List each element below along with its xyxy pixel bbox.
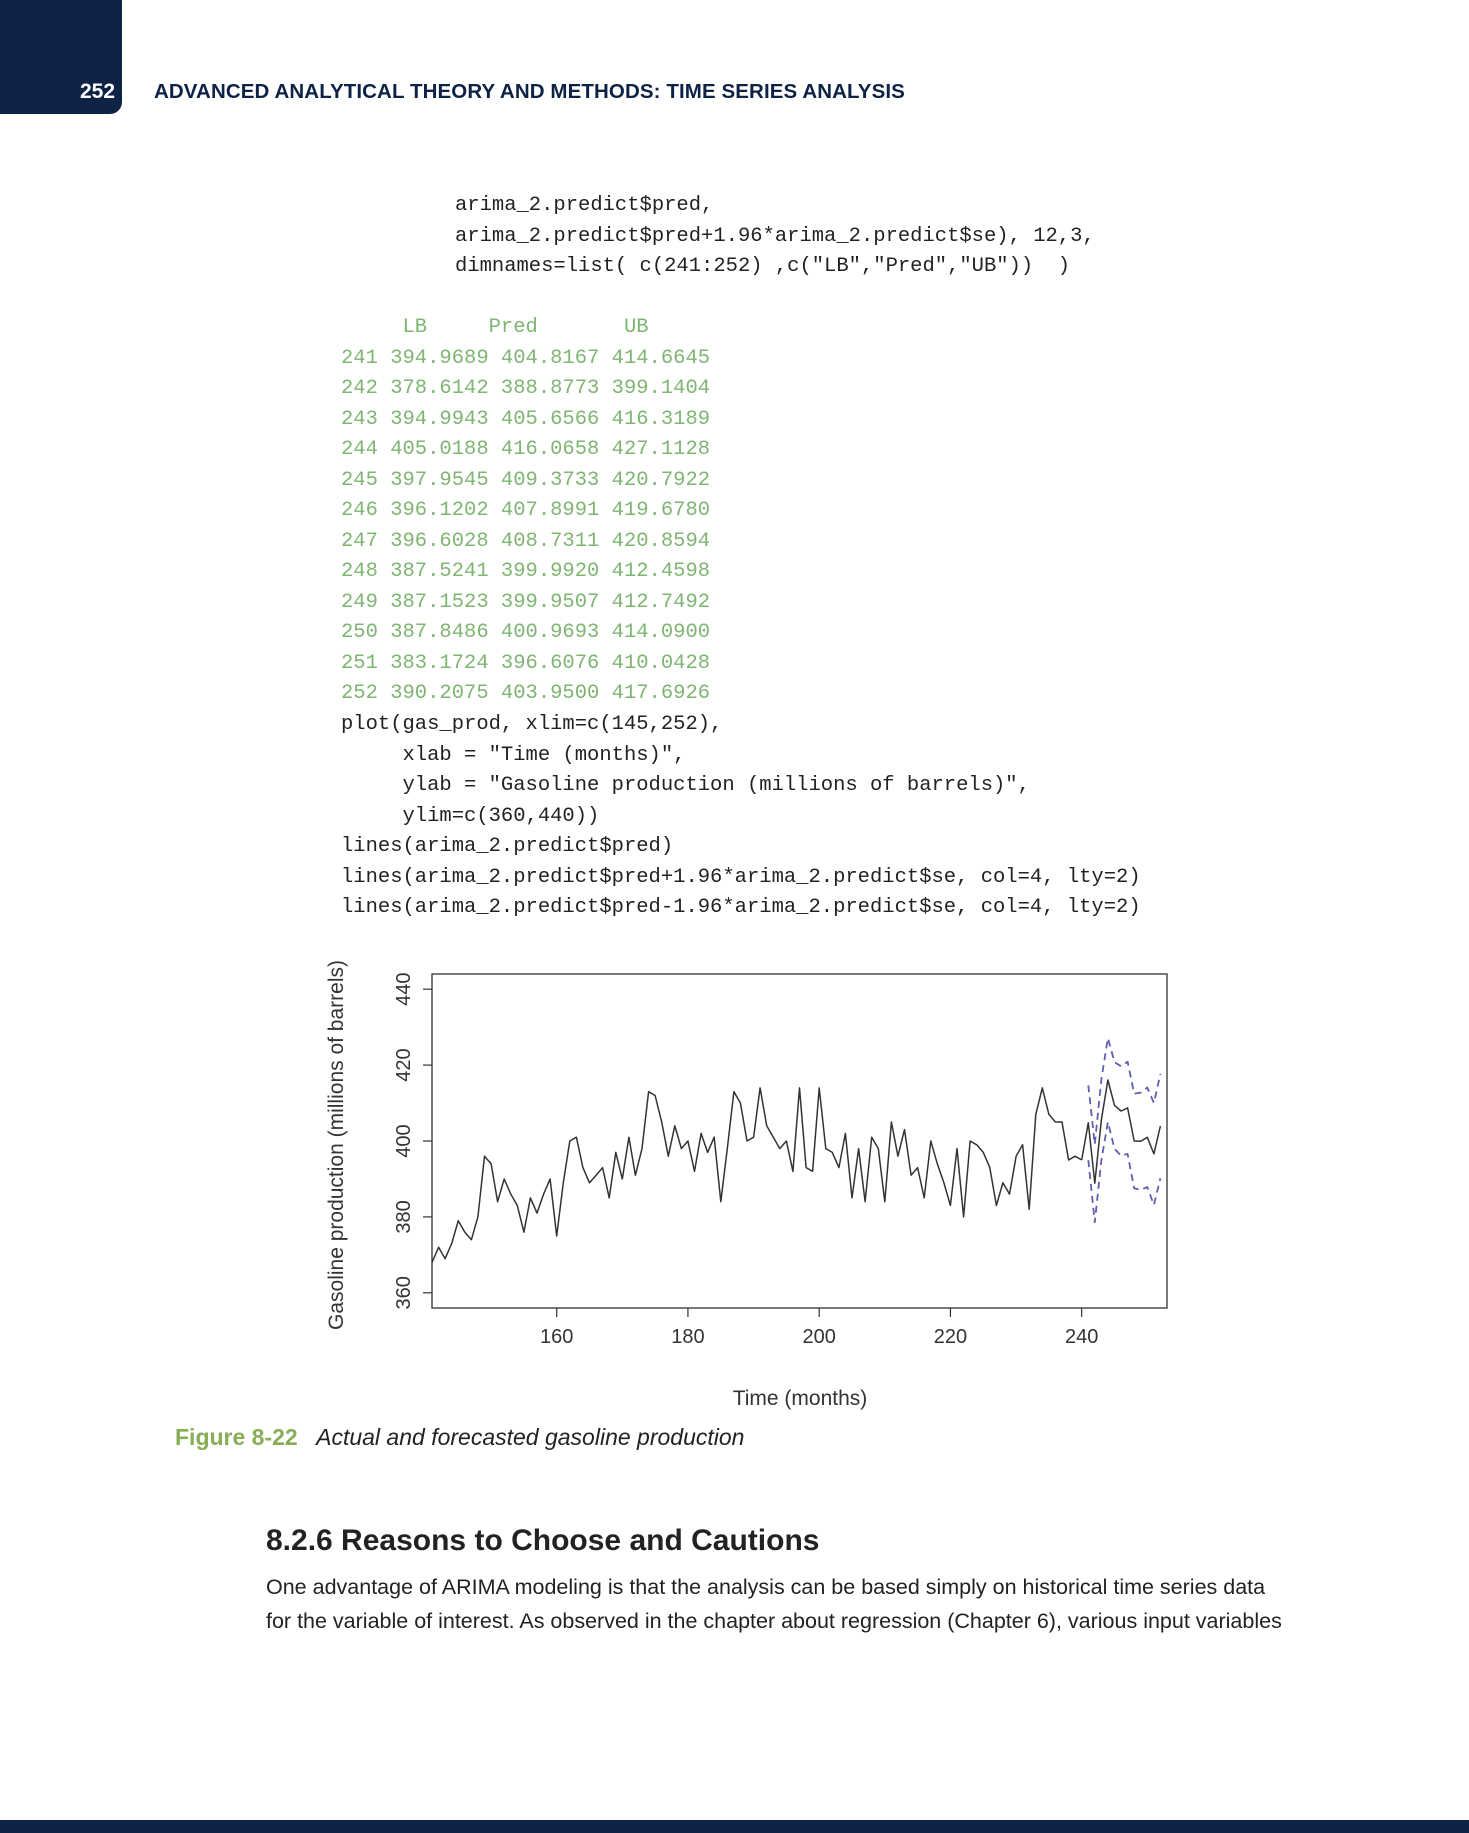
output-table-row: 246 396.1202 407.8991 419.6780 [341,499,711,522]
y-axis-label: Gasoline production (millions of barrels… [325,960,348,1330]
code-line: ylab = "Gasoline production (millions of… [341,774,1030,797]
x-tick-label: 180 [671,1326,704,1348]
output-table-row: 252 390.2075 403.9500 417.6926 [341,682,711,705]
code-line: lines(arima_2.predict$pred) [341,835,674,858]
y-tick-label: 420 [393,1048,415,1081]
y-tick-label: 360 [393,1276,415,1309]
code-line: arima_2.predict$pred+1.96*arima_2.predic… [455,224,1095,248]
body-paragraph: One advantage of ARIMA modeling is that … [266,1575,1282,1633]
x-tick-label: 160 [540,1326,573,1348]
x-tick-label: 200 [803,1326,836,1348]
gasoline-production-chart: 160 180 200 220 240 360 380 400 420 440 Time (mon… [325,960,1168,1410]
code-line: xlab = "Time (months)", [341,743,686,767]
code-line: ylim=c(360,440)) [341,804,600,828]
code-line: arima_2.predict$pred, [455,194,714,217]
output-table-header: LB Pred UB [341,316,649,339]
running-head: ADVANCED ANALYTICAL THEORY AND METHODS: … [154,80,905,103]
x-tick-label: 220 [934,1326,967,1348]
series-line-actual [431,1087,1083,1263]
page-number: 252 [80,80,116,103]
output-table-row: 251 383.1724 396.6076 410.0428 [341,651,711,675]
plot-code-block: plot(gas_prod, xlim=c(145,252), xlab = "… [341,710,1141,924]
y-tick-label: 440 [393,972,415,1005]
plot-frame [431,973,1168,1309]
code-line: dimnames=list( c(241:252) ,c("LB","Pred"… [455,255,1071,278]
figure-label: Figure 8-22 [175,1424,298,1450]
series-line-lower-bound [1087,1121,1162,1224]
code-line: lines(arima_2.predict$pred+1.96*arima_2.… [341,865,1141,889]
figure-caption: Figure 8-22 Actual and forecasted gasoli… [175,1424,744,1451]
y-tick-label: 400 [393,1124,415,1157]
code-block-continuation: arima_2.predict$pred, arima_2.predict$pre… [455,191,1095,283]
page-number-tab [0,0,122,114]
output-table-row: 250 387.8486 400.9693 414.0900 [341,621,711,644]
output-table-row: 243 394.9943 405.6566 416.3189 [341,407,711,431]
output-table-row: 247 396.6028 408.7311 420.8594 [341,529,711,553]
output-table-row: 244 405.0188 416.0658 427.1128 [341,438,711,461]
y-tick-label: 380 [393,1200,415,1233]
series-line-upper-bound [1087,1037,1162,1146]
figure-caption-text: Actual and forecasted gasoline productio… [316,1424,745,1450]
bottom-bar [0,1820,1469,1833]
x-axis-label: Time (months) [733,1387,868,1410]
output-table-row: 249 387.1523 399.9507 412.7492 [341,590,711,614]
output-table-row: 242 378.6142 388.8773 399.1404 [341,377,711,400]
output-table-row: 248 387.5241 399.9920 412.4598 [341,560,711,583]
section-heading: 8.2.6 Reasons to Choose and Cautions [266,1524,820,1557]
output-table-row: 241 394.9689 404.8167 414.6645 [341,346,711,370]
series-line-forecast [1080,1079,1162,1184]
code-line: plot(gas_prod, xlim=c(145,252), [341,713,723,736]
code-line: lines(arima_2.predict$pred-1.96*arima_2.… [341,896,1141,919]
x-tick-label: 240 [1065,1326,1098,1348]
forecast-output-table: LB Pred UB 241 394.9689 404.8167 414.6645… [341,313,710,710]
output-table-row: 245 397.9545 409.3733 420.7922 [341,468,711,492]
